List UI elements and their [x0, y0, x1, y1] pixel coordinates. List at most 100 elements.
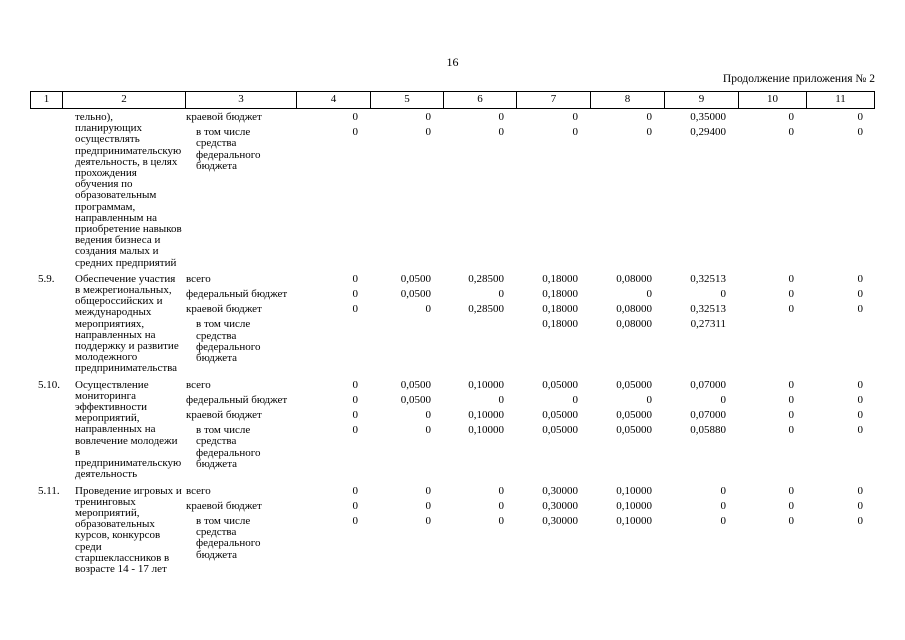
- value-cell: 0,05000: [616, 424, 652, 437]
- budget-type-label: краевой бюджет: [186, 111, 262, 123]
- value-cell: 0: [425, 514, 432, 527]
- budget-rows: всего 0 0,0500 0,28500 0,18000 0,08000 0,32513…: [185, 272, 875, 364]
- value-cell: 0: [857, 378, 864, 391]
- value-cell: [738, 319, 806, 364]
- value-cell: 0: [572, 126, 579, 139]
- value-cell: 0,18000: [542, 318, 578, 331]
- row-number-cell: 5.9.: [38, 272, 55, 285]
- value-cell: 0: [788, 393, 795, 406]
- budget-rows: краевой бюджет 0 0 0 0 0 0,35000 0 0 в том числе …: [185, 111, 875, 172]
- budget-type-label: федеральный бюджет: [186, 393, 288, 406]
- value-cell: 0: [857, 111, 864, 123]
- value-cell: 0: [498, 514, 505, 527]
- budget-type-label: всего: [186, 484, 211, 497]
- value-cell: 0,32513: [690, 272, 726, 285]
- value-cell: 0: [646, 288, 653, 301]
- value-cell: 0: [352, 126, 359, 139]
- value-cell: [806, 319, 875, 364]
- value-cell: 0,0500: [400, 393, 431, 406]
- value-cell: 0,10000: [616, 499, 652, 512]
- table-row: в том числе средства федерального бюджет…: [185, 127, 875, 172]
- column-header: 5: [371, 92, 444, 108]
- value-cell: 0: [498, 288, 505, 301]
- table-row: федеральный бюджет 0 0,0500 0 0 0 0 0 0: [185, 393, 875, 406]
- value-cell: 0: [857, 514, 864, 527]
- value-cell: 0,30000: [542, 514, 578, 527]
- table-row: всего 0 0,0500 0,10000 0,05000 0,05000 0,07000…: [185, 378, 875, 391]
- value-cell: 0: [857, 424, 864, 437]
- value-cell: 0,10000: [616, 514, 652, 527]
- value-cell: 0,27311: [690, 318, 726, 331]
- table-row: в том числе средства федерального бюджет…: [185, 319, 875, 364]
- value-cell: 0: [352, 514, 359, 527]
- value-cell: 0,18000: [542, 303, 578, 316]
- value-cell: 0,28500: [468, 272, 504, 285]
- value-cell: 0,05000: [616, 409, 652, 422]
- value-cell: 0: [352, 303, 359, 316]
- value-cell: 0: [788, 303, 795, 316]
- table-section: 5.9. Обеспечение участия в межрегиональны…: [30, 272, 875, 375]
- value-cell: 0,05880: [690, 424, 726, 437]
- value-cell: 0: [646, 111, 653, 123]
- column-header: 9: [665, 92, 739, 108]
- value-cell: 0,35000: [690, 111, 726, 123]
- value-cell: 0: [572, 111, 579, 123]
- value-cell: [296, 319, 370, 364]
- column-header: 7: [517, 92, 591, 108]
- value-cell: [370, 319, 443, 364]
- value-cell: 0: [352, 272, 359, 285]
- value-cell: 0: [788, 111, 795, 123]
- value-cell: 0: [857, 126, 864, 139]
- value-cell: 0: [425, 424, 432, 437]
- value-cell: 0,10000: [468, 378, 504, 391]
- table-section: 5.11. Проведение игровых и тренинговых ме…: [30, 484, 875, 576]
- value-cell: 0,0500: [400, 272, 431, 285]
- table-body: тельно), планирующих осуществлять предпр…: [30, 109, 875, 575]
- value-cell: 0: [720, 288, 727, 301]
- value-cell: 0: [720, 393, 727, 406]
- value-cell: 0: [425, 303, 432, 316]
- value-cell: 0: [788, 499, 795, 512]
- value-cell: 0,30000: [542, 484, 578, 497]
- value-cell: 0,05000: [542, 378, 578, 391]
- value-cell: 0,08000: [616, 303, 652, 316]
- value-cell: 0: [788, 424, 795, 437]
- value-cell: [443, 319, 516, 364]
- column-header: 6: [444, 92, 517, 108]
- budget-rows: всего 0 0 0 0,30000 0,10000 0 0 0 краевой бюджет 0…: [185, 484, 875, 561]
- value-cell: 0: [857, 288, 864, 301]
- value-cell: 0: [425, 409, 432, 422]
- column-header: 4: [297, 92, 371, 108]
- column-header: 1: [31, 92, 63, 108]
- value-cell: 0,18000: [542, 272, 578, 285]
- table-section: тельно), планирующих осуществлять предпр…: [30, 111, 875, 269]
- budget-rows: всего 0 0,0500 0,10000 0,05000 0,05000 0,07000…: [185, 378, 875, 470]
- value-cell: 0: [857, 303, 864, 316]
- value-cell: 0: [720, 484, 727, 497]
- measure-title-cell: тельно), планирующих осуществлять предпр…: [75, 111, 182, 269]
- value-cell: 0: [352, 409, 359, 422]
- budget-type-label: краевой бюджет: [186, 409, 262, 422]
- value-cell: 0: [720, 499, 727, 512]
- value-cell: 0: [498, 499, 505, 512]
- measure-title-cell: Осуществление мониторинга эффективности …: [75, 378, 182, 481]
- value-cell: 0,10000: [616, 484, 652, 497]
- value-cell: 0: [788, 409, 795, 422]
- value-cell: 0: [720, 514, 727, 527]
- table-row: краевой бюджет 0 0 0,10000 0,05000 0,05000 0,0…: [185, 409, 875, 422]
- column-header: 2: [63, 92, 186, 108]
- column-header: 10: [739, 92, 807, 108]
- value-cell: 0: [788, 272, 795, 285]
- budget-type-label: всего: [186, 272, 211, 285]
- value-cell: 0: [788, 288, 795, 301]
- value-cell: 0: [646, 126, 653, 139]
- column-header: 8: [591, 92, 665, 108]
- table-row: федеральный бюджет 0 0,0500 0 0,18000 0 0 0 0: [185, 288, 875, 301]
- value-cell: 0,28500: [468, 303, 504, 316]
- value-cell: 0: [788, 126, 795, 139]
- value-cell: 0: [352, 499, 359, 512]
- value-cell: 0,0500: [400, 378, 431, 391]
- value-cell: 0: [352, 484, 359, 497]
- page-number: 16: [446, 55, 459, 69]
